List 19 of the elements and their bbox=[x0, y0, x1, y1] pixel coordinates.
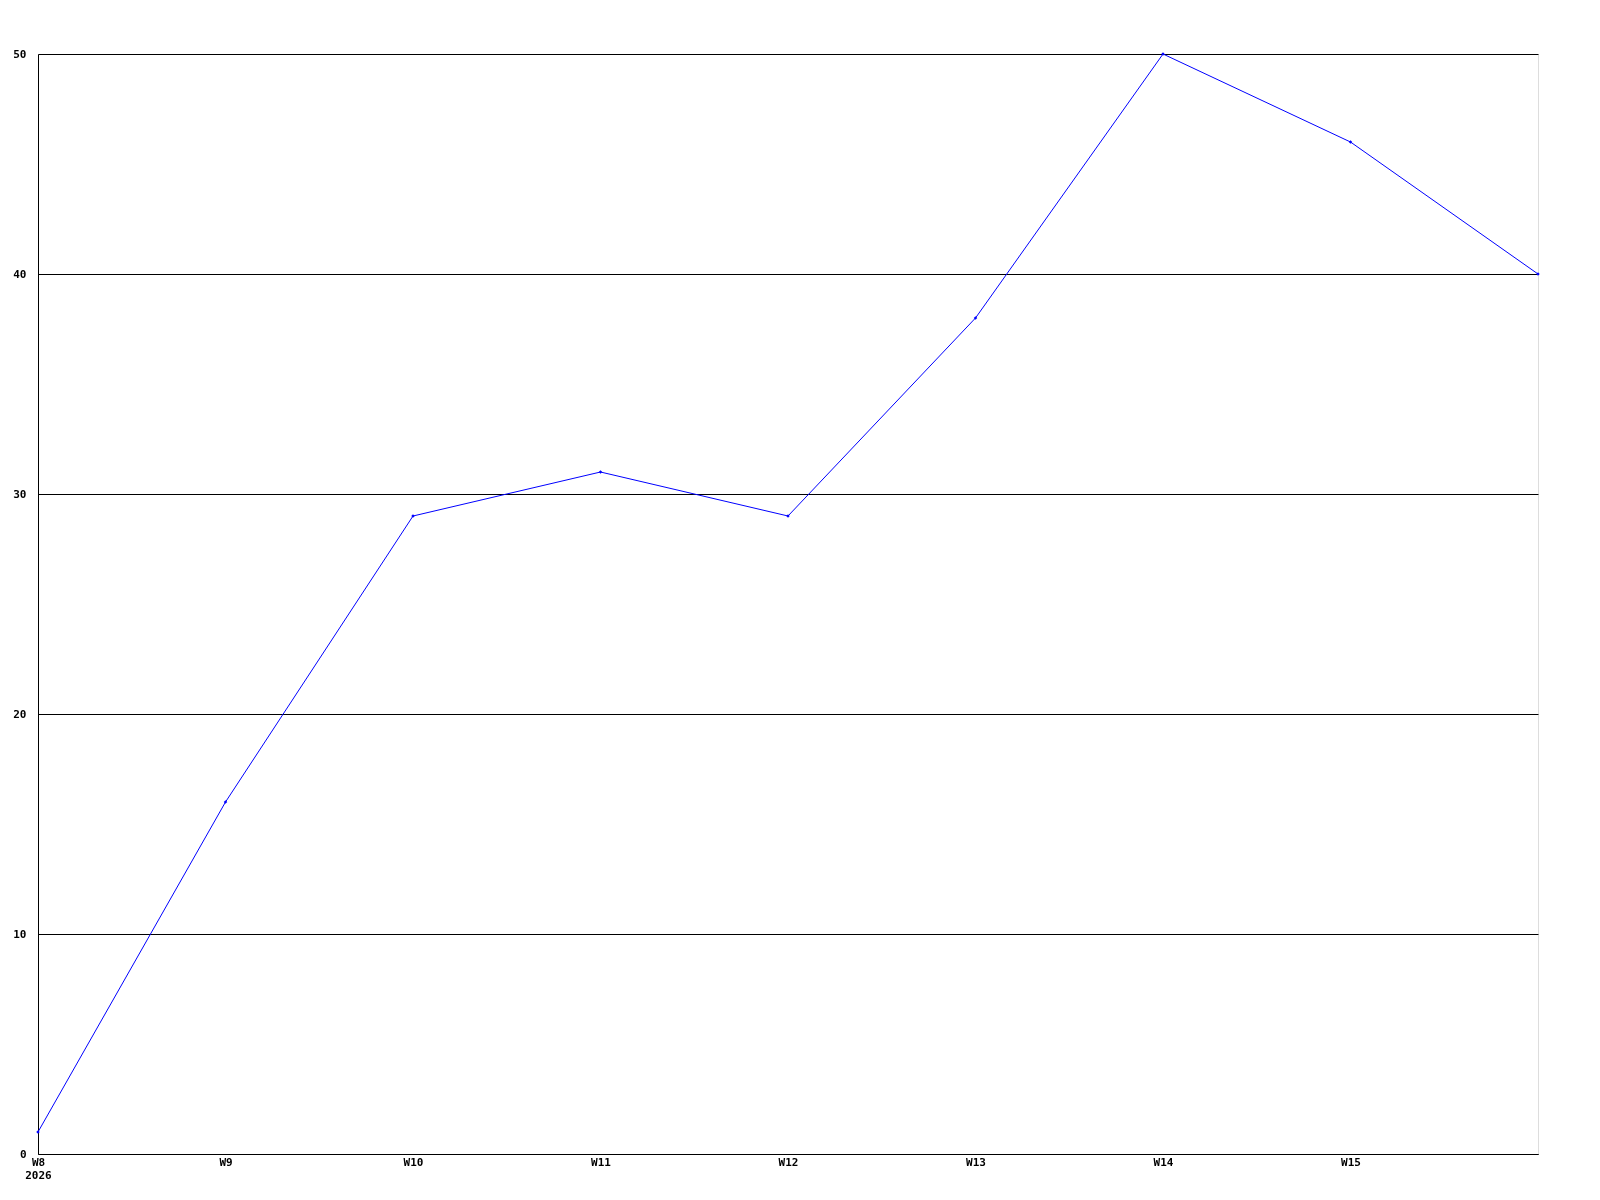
point bbox=[973, 316, 978, 320]
point bbox=[223, 800, 228, 804]
x-tick-label: W15 bbox=[1341, 1155, 1361, 1169]
x-tick-label: W14 bbox=[1153, 1155, 1174, 1169]
x-tick-label: W8 bbox=[31, 1155, 46, 1169]
x-tick-label: W13 bbox=[966, 1155, 986, 1169]
y-tick-label: 40 bbox=[13, 267, 27, 281]
y-tick-label: 50 bbox=[13, 47, 27, 61]
y-tick-label: 20 bbox=[13, 707, 27, 721]
y-tick-label: 30 bbox=[13, 487, 27, 501]
point bbox=[598, 470, 603, 474]
y-tick-label: 10 bbox=[13, 927, 27, 941]
x-tick-label: W10 bbox=[403, 1155, 424, 1169]
x-tick-label: W12 bbox=[778, 1155, 799, 1169]
x-tick-label: W9 bbox=[219, 1155, 233, 1169]
x-tick-label: W11 bbox=[591, 1155, 612, 1169]
point bbox=[1348, 140, 1353, 144]
text: 2026 bbox=[25, 1168, 53, 1182]
y-tick-label: 0 bbox=[19, 1147, 27, 1161]
